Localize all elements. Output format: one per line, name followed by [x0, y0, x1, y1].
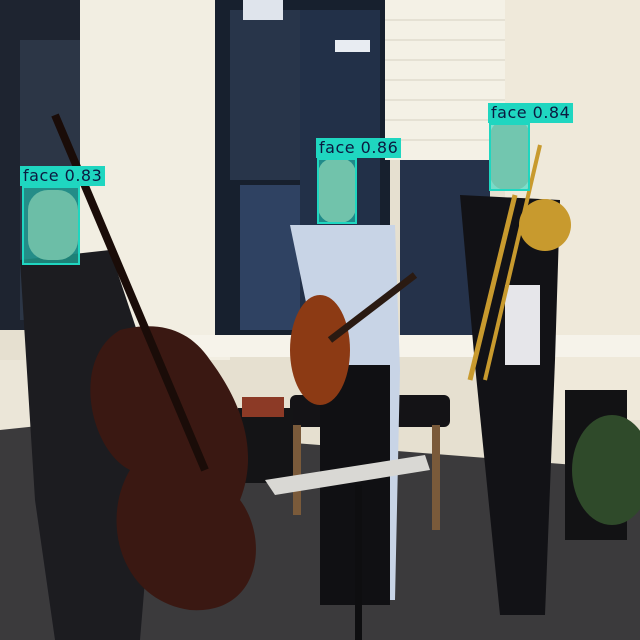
- face-bounding-box: [22, 186, 80, 265]
- detection-label: face 0.84: [488, 103, 574, 123]
- detection-label: face 0.83: [20, 166, 106, 186]
- detection-label: face 0.86: [316, 138, 402, 158]
- face-bounding-box: [317, 158, 357, 224]
- face-bounding-box: [489, 123, 530, 191]
